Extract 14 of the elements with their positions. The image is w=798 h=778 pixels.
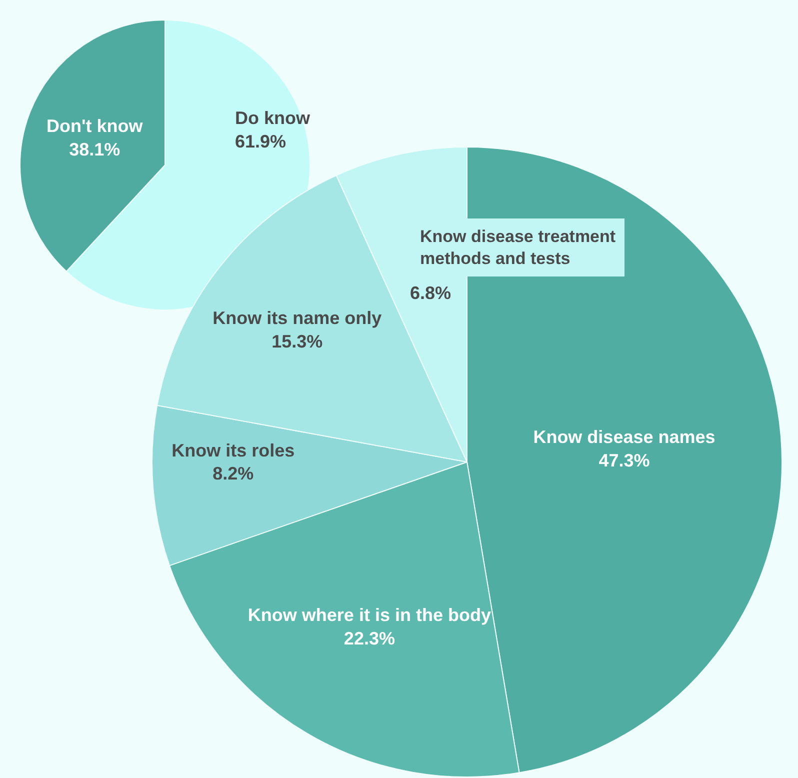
slice-label: Know its roles: [172, 440, 295, 460]
data-label: 47.3%: [598, 450, 650, 471]
data-label: 38.1%: [69, 139, 120, 160]
data-label: 22.3%: [344, 628, 395, 648]
slice-label: Know where it is in the body: [248, 605, 491, 626]
data-label: 8.2%: [212, 464, 254, 484]
slice-label: Know its name only: [212, 308, 382, 328]
data-label: 15.3%: [272, 331, 323, 352]
slice-label: Know disease names: [533, 427, 716, 448]
slice-label: Don't know: [46, 116, 144, 136]
data-label: 61.9%: [235, 131, 286, 152]
slice-label: Know disease treatment methods and tests: [420, 227, 616, 268]
data-label: 6.8%: [410, 283, 452, 303]
slice-label: Do know: [235, 108, 311, 128]
